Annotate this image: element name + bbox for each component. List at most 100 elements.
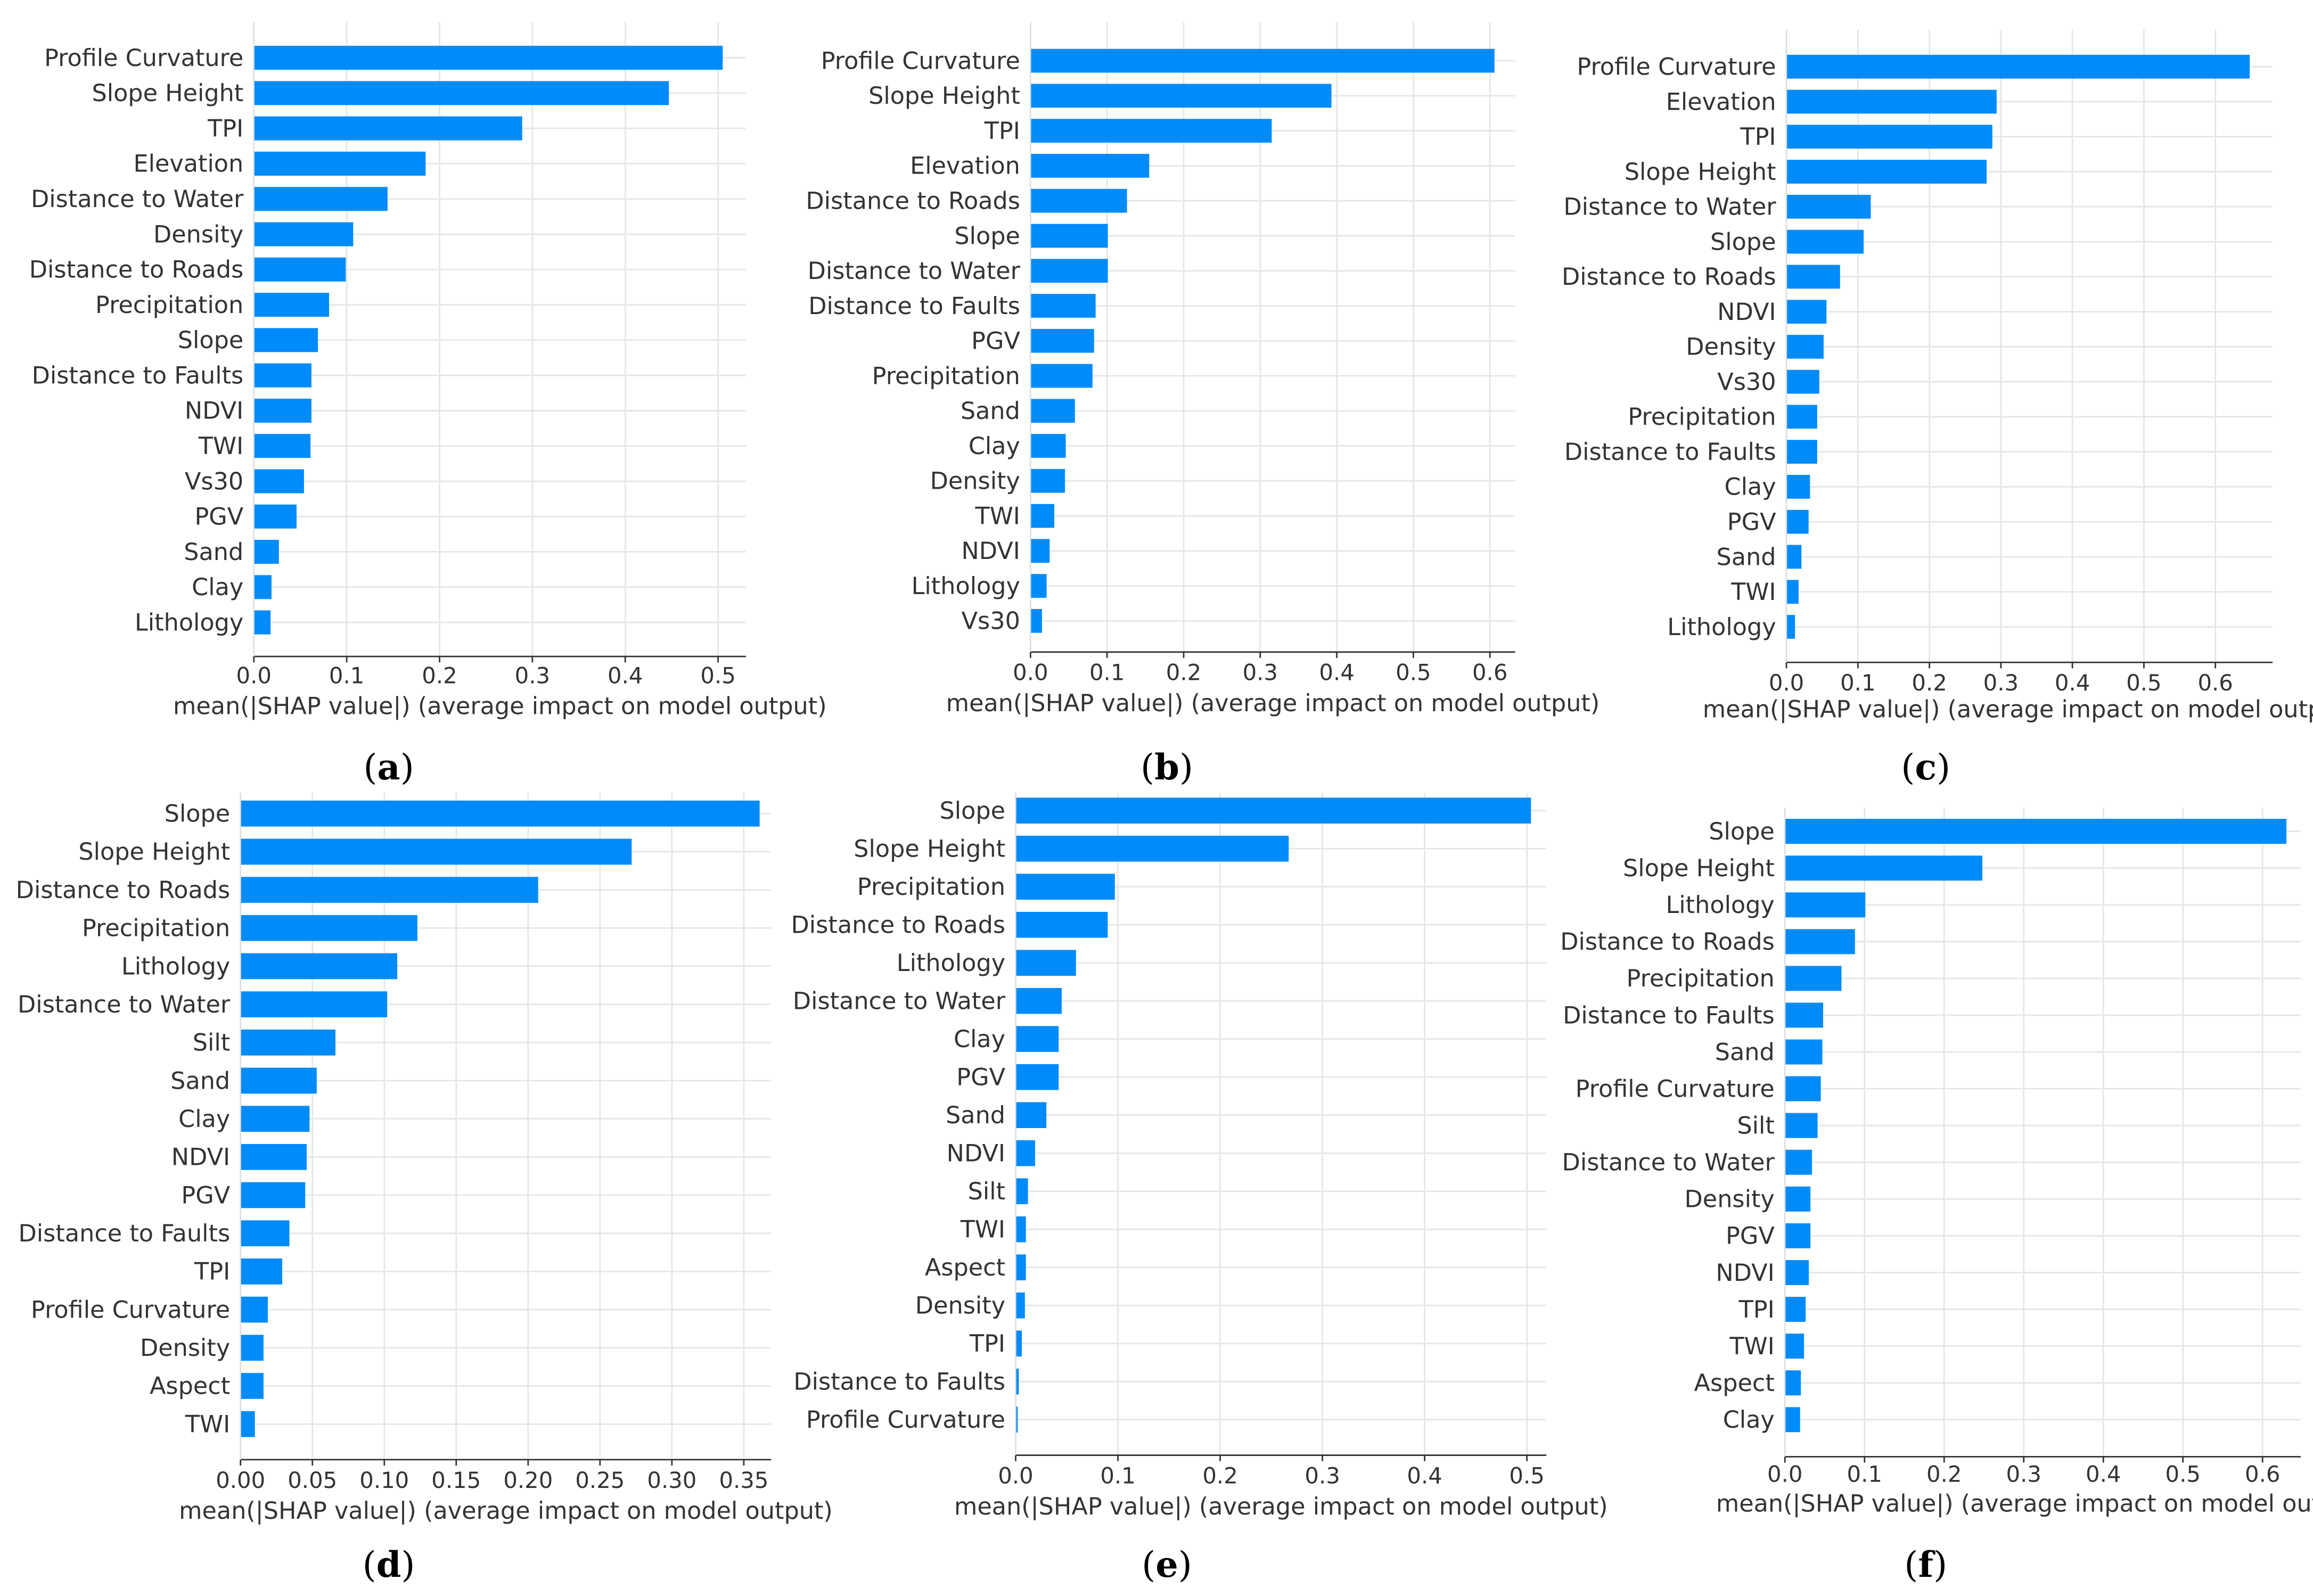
panel-f: Slope Slope Height Lithology Distance to Ro… (1560, 808, 2313, 1585)
category-label: Lithology (135, 608, 243, 636)
bar-slope-height (1785, 855, 1983, 881)
bar-aspect (1015, 1254, 1026, 1281)
bar-vs30 (1030, 608, 1042, 633)
bar-slope (1786, 229, 1864, 254)
bar-clay (240, 1106, 310, 1132)
category-label: Clay (1723, 1406, 1775, 1434)
category-label: Distance to Roads (806, 187, 1020, 215)
bar-lithology (1786, 615, 1795, 639)
category-label: Aspect (925, 1254, 1005, 1281)
category-label: Lithology (897, 949, 1005, 977)
category-label: Distance to Faults (808, 292, 1020, 320)
category-label: Clay (1724, 473, 1776, 501)
x-tick-label: 0.3 (1983, 670, 2019, 696)
category-label: Distance to Water (808, 257, 1021, 285)
category-label: PGV (181, 1181, 230, 1209)
category-label: Distance to Roads (1560, 928, 1775, 956)
bar-profile-curvature (1785, 1076, 1821, 1101)
bar-profile-curvature (1786, 54, 2250, 79)
bar-elevation (253, 151, 426, 176)
bar-slope (253, 328, 318, 352)
bar-tpi (240, 1258, 283, 1285)
bar-twi (1030, 504, 1054, 528)
bar-slope-height (1030, 84, 1332, 108)
bar-profile-curvature (1015, 1406, 1018, 1433)
bar-density (240, 1335, 264, 1361)
bar-lithology (1015, 950, 1076, 976)
category-label: TPI (984, 117, 1020, 145)
category-label: Vs30 (185, 467, 243, 495)
x-tick-label: 0.1 (1100, 1462, 1135, 1488)
bar-sand (253, 540, 279, 564)
x-tick-label: 0.5 (2126, 670, 2161, 696)
bar-distance-to-roads (1785, 929, 1855, 955)
bar-ndvi (1786, 300, 1827, 324)
bar-slope (1030, 224, 1108, 248)
category-label: Density (1685, 1186, 1775, 1213)
bar-silt (1785, 1113, 1818, 1138)
bar-elevation (1030, 154, 1150, 178)
bar-sand (1030, 399, 1075, 423)
category-label: Distance to Faults (793, 1368, 1005, 1396)
bar-slope-height (1786, 160, 1987, 184)
x-tick-label: 0.1 (1847, 1461, 1882, 1487)
category-label: Slope Height (1623, 854, 1775, 882)
category-label: NDVI (171, 1143, 230, 1171)
bar-vs30 (253, 469, 304, 493)
category-label: Slope (1709, 818, 1775, 845)
bar-precipitation (253, 293, 329, 317)
x-tick-label: 0.3 (1243, 660, 1278, 686)
bar-tpi (1786, 125, 1992, 149)
bar-pgv (253, 504, 297, 529)
category-label: Distance to Roads (791, 911, 1006, 939)
category-label: Precipitation (872, 362, 1020, 390)
category-label: Sand (961, 397, 1020, 425)
bar-distance-to-water (253, 187, 388, 211)
category-label: TWI (198, 432, 243, 460)
bar-distance-to-water (240, 991, 388, 1017)
panel-d: Slope Slope Height Distance to Roads Precip… (16, 793, 833, 1585)
bar-slope-height (253, 81, 669, 105)
panel-letter-text: e (1155, 1543, 1178, 1585)
x-tick-label: 0.6 (2245, 1461, 2280, 1487)
x-tick-label: 0.2 (422, 662, 457, 688)
x-tick-label: 0.6 (2197, 670, 2233, 696)
bar-distance-to-faults (1030, 294, 1096, 318)
x-tick-label: 0.4 (2086, 1461, 2121, 1487)
bar-distance-to-roads (240, 877, 538, 903)
bar-pgv (1786, 509, 1809, 534)
x-tick-label: 0.2 (1166, 660, 1201, 686)
category-label: Clay (954, 1025, 1005, 1053)
panel-c: Profile Curvature Elevation TPI Slope Heigh… (1562, 29, 2313, 788)
x-tick-label: 0.3 (1305, 1462, 1340, 1488)
bar-distance-to-roads (253, 257, 346, 282)
category-label: Slope (940, 797, 1006, 825)
category-label: Lithology (121, 952, 230, 980)
bar-distance-to-water (1015, 988, 1062, 1014)
category-label: Sand (1715, 1038, 1775, 1066)
bar-clay (1785, 1407, 1800, 1433)
bar-density (1785, 1186, 1811, 1212)
x-tick-label: 0.4 (1319, 660, 1354, 686)
bar-pgv (1015, 1064, 1059, 1090)
category-label: Distance to Water (31, 185, 244, 213)
panel-letter-text: f (1918, 1543, 1935, 1585)
panel-b: Profile Curvature Slope Height TPI Elevatio… (806, 22, 1600, 788)
bar-profile-curvature (253, 46, 723, 70)
category-label: Distance to Roads (1562, 263, 1776, 291)
category-label: Precipitation (1627, 965, 1775, 992)
bar-sand (1786, 545, 1802, 569)
category-label: Vs30 (1717, 368, 1776, 396)
category-label: Sand (1717, 543, 1776, 571)
category-label: NDVI (947, 1140, 1005, 1167)
panel-letter: (b) (1141, 746, 1193, 788)
bar-density (1786, 335, 1824, 359)
x-axis-label: mean(|SHAP value|) (average impact on mo… (173, 693, 827, 720)
bar-density (1015, 1292, 1025, 1319)
bar-pgv (1030, 328, 1094, 353)
category-label: Profile Curvature (821, 47, 1020, 75)
category-label: Slope (954, 222, 1020, 250)
x-tick-label: 0.1 (1089, 660, 1125, 686)
x-tick-label: 0.4 (2055, 670, 2090, 696)
x-tick-label: 0.05 (288, 1467, 337, 1493)
